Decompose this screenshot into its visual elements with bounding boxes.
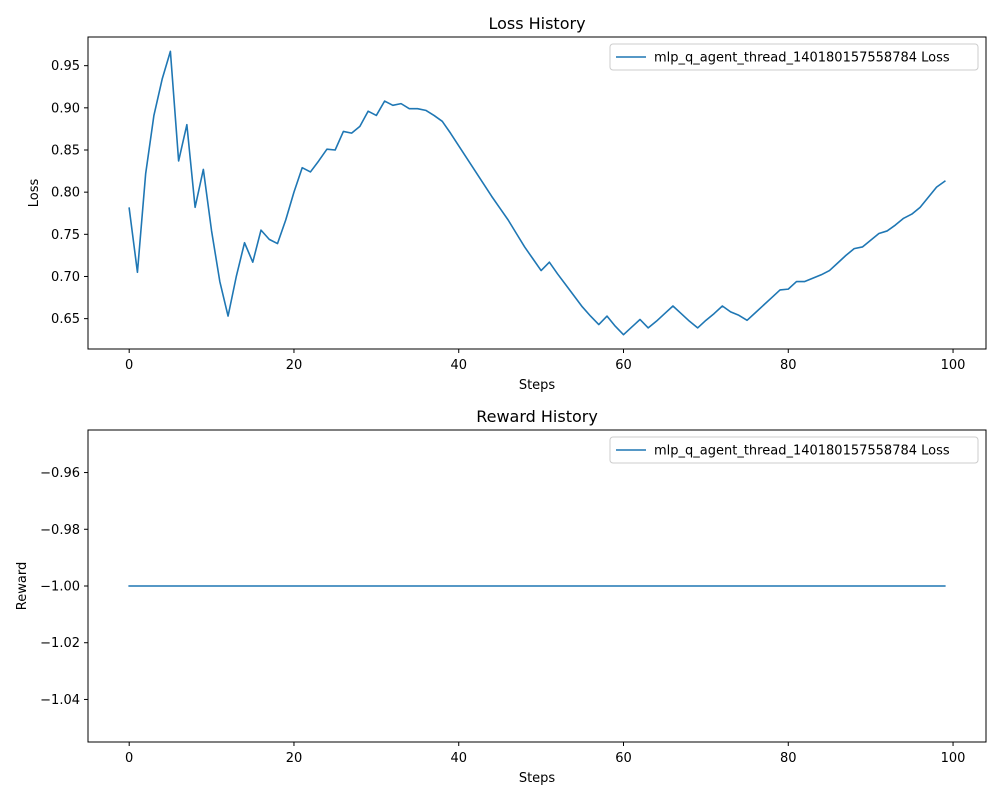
x-tick-label: 40 — [450, 751, 467, 766]
series-line-0 — [128, 50, 946, 336]
legend-label: mlp_q_agent_thread_140180157558784 Loss — [654, 444, 950, 459]
y-tick-label: 0.65 — [51, 312, 80, 327]
legend-box — [609, 43, 979, 71]
x-tick-label: 60 — [615, 751, 632, 766]
x-tick-label: 20 — [286, 358, 303, 373]
y-axis-label: Loss — [27, 179, 42, 208]
x-tick-label: 40 — [450, 358, 467, 373]
y-tick-label: −1.04 — [40, 693, 80, 708]
x-tick-label: 0 — [125, 358, 133, 373]
y-tick-label: 0.90 — [51, 101, 80, 116]
y-tick-label: 0.75 — [51, 228, 80, 243]
chart-title: Reward History — [476, 407, 598, 426]
x-tick-label: 80 — [780, 751, 797, 766]
chart-title: Loss History — [488, 14, 585, 33]
legend-box — [609, 436, 979, 464]
y-axis-label: Reward — [15, 562, 30, 610]
x-axis-label: Steps — [519, 771, 556, 786]
y-tick-label: −1.00 — [40, 580, 80, 595]
y-tick-label: 0.80 — [51, 186, 80, 201]
loss-history-chart: Loss History 0 20 40 60 80 100 0.65 0.70 0.75 0.80… — [27, 14, 987, 393]
x-tick-label: 100 — [941, 358, 966, 373]
x-tick-label: 60 — [615, 358, 632, 373]
legend: mlp_q_agent_thread_140180157558784 Loss — [609, 436, 979, 464]
y-tick-label: −0.96 — [40, 466, 80, 481]
legend-label: mlp_q_agent_thread_140180157558784 Loss — [654, 51, 950, 66]
plot-frame — [87, 36, 987, 350]
x-tick-label: 100 — [941, 751, 966, 766]
y-tick-label: −1.02 — [40, 636, 80, 651]
x-tick-label: 0 — [125, 751, 133, 766]
y-tick-label: 0.70 — [51, 270, 80, 285]
x-axis-label: Steps — [519, 378, 556, 393]
y-tick-label: 0.95 — [51, 59, 80, 74]
legend: mlp_q_agent_thread_140180157558784 Loss — [609, 43, 979, 71]
x-tick-label: 80 — [780, 358, 797, 373]
y-tick-label: −0.98 — [40, 523, 80, 538]
y-tick-label: 0.85 — [51, 143, 80, 158]
reward-history-chart: Reward History 0 20 40 60 80 100 −1.04 −1.02 −1.0… — [15, 407, 987, 786]
x-tick-label: 20 — [286, 751, 303, 766]
